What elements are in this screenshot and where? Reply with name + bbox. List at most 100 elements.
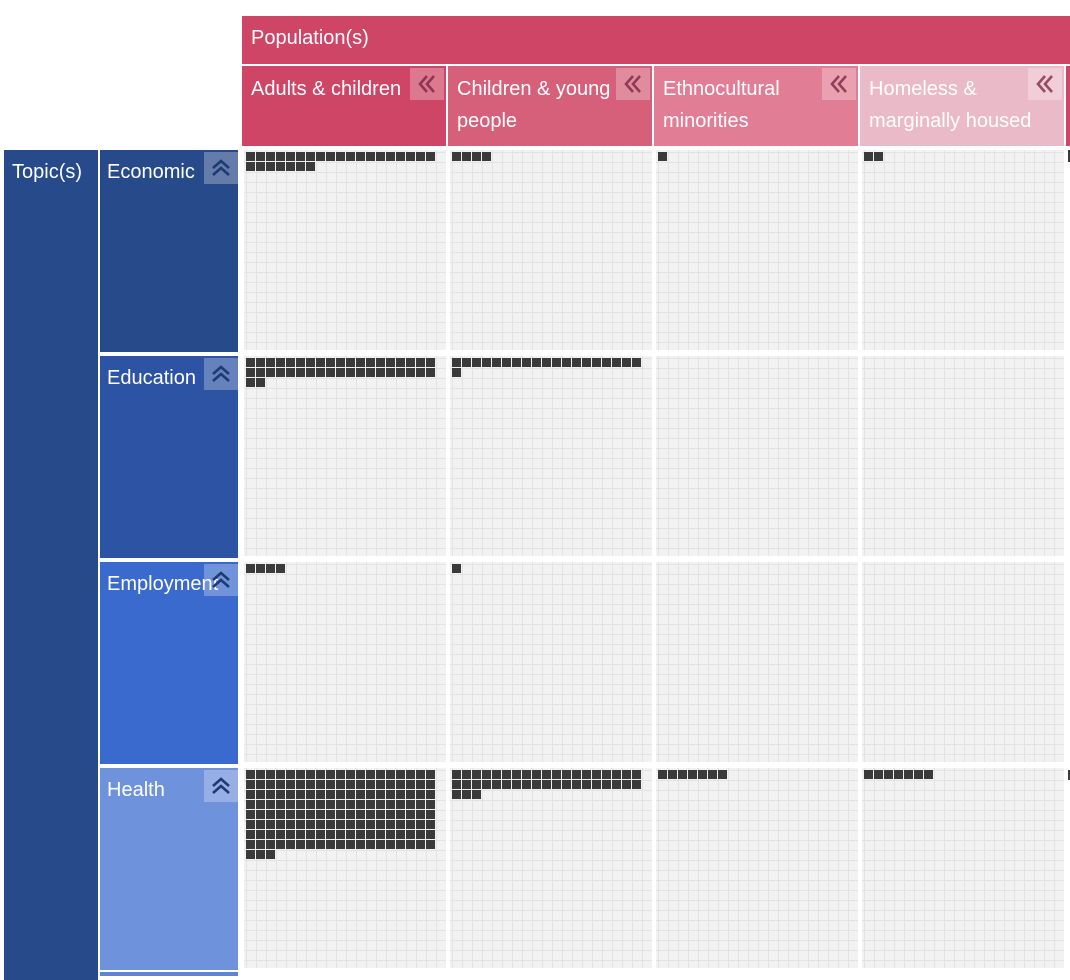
record-square[interactable] — [336, 830, 345, 839]
record-square[interactable] — [336, 770, 345, 779]
record-square[interactable] — [396, 152, 405, 161]
record-square[interactable] — [326, 358, 335, 367]
population-column-adults-children[interactable]: Adults & children — [242, 66, 446, 146]
record-square[interactable] — [416, 830, 425, 839]
record-square[interactable] — [356, 820, 365, 829]
record-square[interactable] — [532, 358, 541, 367]
record-square[interactable] — [266, 850, 275, 859]
record-square[interactable] — [336, 780, 345, 789]
record-square[interactable] — [306, 152, 315, 161]
record-square[interactable] — [582, 780, 591, 789]
record-square[interactable] — [366, 780, 375, 789]
record-square[interactable] — [452, 358, 461, 367]
record-square[interactable] — [296, 790, 305, 799]
record-square[interactable] — [266, 770, 275, 779]
record-square[interactable] — [452, 564, 461, 573]
record-square[interactable] — [376, 152, 385, 161]
record-square[interactable] — [326, 152, 335, 161]
record-square[interactable] — [306, 780, 315, 789]
record-square[interactable] — [366, 770, 375, 779]
record-square[interactable] — [416, 820, 425, 829]
record-square[interactable] — [406, 358, 415, 367]
record-square[interactable] — [256, 564, 265, 573]
record-square[interactable] — [246, 840, 255, 849]
record-square[interactable] — [326, 800, 335, 809]
record-square[interactable] — [256, 840, 265, 849]
record-square[interactable] — [462, 358, 471, 367]
record-square[interactable] — [296, 358, 305, 367]
record-square[interactable] — [356, 790, 365, 799]
record-square[interactable] — [406, 780, 415, 789]
record-square[interactable] — [678, 770, 687, 779]
record-square[interactable] — [396, 790, 405, 799]
record-square[interactable] — [356, 810, 365, 819]
record-square[interactable] — [356, 358, 365, 367]
record-square[interactable] — [256, 810, 265, 819]
record-square[interactable] — [406, 770, 415, 779]
record-square[interactable] — [572, 780, 581, 789]
record-square[interactable] — [512, 770, 521, 779]
matrix-cell[interactable] — [244, 356, 446, 556]
double-chevron-left-icon[interactable] — [616, 68, 650, 100]
double-chevron-up-icon[interactable] — [204, 564, 238, 596]
record-square[interactable] — [632, 780, 641, 789]
topic-row-employment[interactable]: Employment — [100, 562, 238, 764]
record-square[interactable] — [572, 358, 581, 367]
record-square[interactable] — [406, 810, 415, 819]
record-square[interactable] — [386, 820, 395, 829]
record-square[interactable] — [256, 368, 265, 377]
record-square[interactable] — [266, 840, 275, 849]
topic-row-education[interactable]: Education — [100, 356, 238, 558]
record-square[interactable] — [266, 780, 275, 789]
record-square[interactable] — [386, 790, 395, 799]
record-square[interactable] — [276, 564, 285, 573]
record-square[interactable] — [386, 770, 395, 779]
record-square[interactable] — [296, 800, 305, 809]
record-square[interactable] — [246, 830, 255, 839]
record-square[interactable] — [336, 800, 345, 809]
record-square[interactable] — [246, 780, 255, 789]
record-square[interactable] — [592, 358, 601, 367]
record-square[interactable] — [472, 770, 481, 779]
record-square[interactable] — [472, 790, 481, 799]
record-square[interactable] — [472, 152, 481, 161]
record-square[interactable] — [632, 358, 641, 367]
matrix-cell[interactable] — [450, 562, 652, 762]
record-square[interactable] — [336, 810, 345, 819]
record-square[interactable] — [356, 830, 365, 839]
record-square[interactable] — [522, 770, 531, 779]
record-square[interactable] — [356, 152, 365, 161]
record-square[interactable] — [316, 770, 325, 779]
record-square[interactable] — [306, 790, 315, 799]
record-square[interactable] — [246, 162, 255, 171]
record-square[interactable] — [612, 780, 621, 789]
matrix-cell[interactable] — [450, 356, 652, 556]
record-square[interactable] — [246, 800, 255, 809]
record-square[interactable] — [416, 770, 425, 779]
record-square[interactable] — [492, 770, 501, 779]
record-square[interactable] — [246, 820, 255, 829]
record-square[interactable] — [426, 368, 435, 377]
record-square[interactable] — [622, 770, 631, 779]
record-square[interactable] — [306, 820, 315, 829]
record-square[interactable] — [416, 780, 425, 789]
record-square[interactable] — [336, 840, 345, 849]
record-square[interactable] — [472, 358, 481, 367]
record-square[interactable] — [246, 810, 255, 819]
record-square[interactable] — [326, 368, 335, 377]
record-square[interactable] — [512, 780, 521, 789]
record-square[interactable] — [502, 770, 511, 779]
record-square[interactable] — [246, 790, 255, 799]
record-square[interactable] — [306, 770, 315, 779]
record-square[interactable] — [386, 830, 395, 839]
record-square[interactable] — [376, 358, 385, 367]
record-square[interactable] — [658, 770, 667, 779]
record-square[interactable] — [266, 820, 275, 829]
matrix-cell[interactable] — [656, 150, 858, 350]
record-square[interactable] — [326, 840, 335, 849]
record-square[interactable] — [346, 152, 355, 161]
record-square[interactable] — [246, 152, 255, 161]
record-square[interactable] — [276, 810, 285, 819]
record-square[interactable] — [256, 830, 265, 839]
record-square[interactable] — [452, 780, 461, 789]
